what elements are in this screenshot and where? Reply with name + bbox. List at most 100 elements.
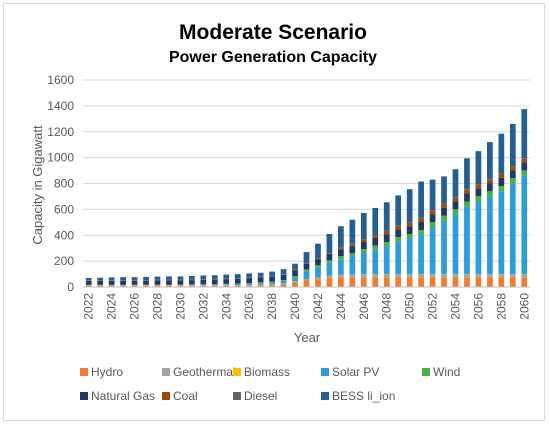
x-tick-label: 2042 [311,293,325,320]
bar-segment-bess-li-ion [395,195,402,226]
bar-segment-solar-pv [360,252,367,275]
bar-segment-bess-li-ion [315,243,321,259]
bar-segment-natural-gas [257,277,264,283]
x-tick-label: 2054 [449,293,463,320]
bar-segment-natural-gas [315,259,321,266]
bar-segment-hydro [269,285,275,287]
bar-segment-wind [487,191,493,197]
bar-segment-hydro [234,285,241,287]
bar-stack-2022 [85,277,92,287]
bar-segment-natural-gas [452,201,459,210]
bar-segment-hydro [177,285,184,287]
bar-segment-hydro [372,277,379,287]
bar-segment-bess-li-ion [120,277,126,281]
bar-segment-bess-li-ion [487,142,493,179]
legend-label: Solar PV [332,365,379,379]
bar-segment-bess-li-ion [452,169,459,198]
bar-segment-geothermal [315,277,321,280]
legend-label: Natural Gas [91,389,155,403]
bar-segment-bess-li-ion [131,277,138,281]
bar-segment-wind [292,276,298,278]
bar-segment-geothermal [349,274,356,278]
x-tick-label: 2048 [380,293,394,320]
legend-label: Geothermal [173,365,236,379]
bar-segment-geothermal [418,274,424,278]
bar-segment-solar-pv [349,256,356,275]
bar-segment-hydro [200,285,207,287]
bar-segment-wind [406,234,413,240]
bar-segment-geothermal [269,284,275,286]
bar-segment-coal [349,244,356,247]
bar-stack-2047 [372,207,379,287]
legend-swatch [80,392,88,400]
bar-segment-hydro [257,285,264,287]
bar-stack-2030 [177,276,184,287]
bar-segment-wind [349,253,356,257]
bar-segment-hydro [418,277,424,287]
legend-swatch [422,368,430,376]
bar-segment-natural-gas [521,162,528,171]
bar-segment-hydro [509,277,516,287]
bar-segment-bess-li-ion [97,277,104,281]
legend-swatch [233,368,241,376]
bar-stack-2040 [292,263,298,287]
bar-segment-geothermal [383,274,390,278]
bar-segment-coal [475,184,482,189]
bar-segment-geothermal [464,274,470,278]
bar-segment-wind [303,269,310,272]
bar-segment-coal [338,248,344,250]
bar-segment-natural-gas [338,249,344,257]
bar-segment-geothermal [257,284,264,286]
bar-segment-bess-li-ion [269,271,275,276]
bar-segment-hydro [326,277,333,287]
bar-segment-natural-gas [487,183,493,192]
bar-segment-coal [383,230,390,235]
bar-segment-natural-gas [464,193,470,202]
bar-segment-hydro [166,285,172,287]
bar-segment-coal [429,210,436,215]
bar-segment-natural-gas [292,270,298,277]
bar-segment-hydro [246,285,253,287]
legend-item-natural-gas: Natural Gas [80,389,155,403]
y-tick-label: 1600 [47,73,74,87]
bar-segment-natural-gas [360,241,367,250]
bar-segment-geothermal [360,274,367,278]
bar-segment-bess-li-ion [464,158,470,190]
bar-segment-hydro [429,277,436,287]
bar-segment-bess-li-ion [177,276,184,280]
bar-segment-geothermal [406,274,413,278]
bar-segment-coal [498,174,505,178]
x-tick-label: 2036 [242,293,256,320]
x-tick-label: 2044 [334,293,348,320]
bar-segment-hydro [406,277,413,287]
legend-swatch [233,392,241,400]
legend-label: Coal [173,389,198,403]
bar-segment-wind [315,265,321,268]
bar-segment-hydro [315,279,321,287]
bar-stack-2048 [383,202,390,287]
bar-segment-bess-li-ion [441,176,447,204]
bar-segment-natural-gas [200,279,207,285]
bar-stack-2053 [441,176,447,287]
bar-segment-solar-pv [429,227,436,274]
bar-segment-wind [280,280,287,281]
bar-segment-natural-gas [177,280,184,285]
bar-stack-2060 [521,109,528,287]
bar-stack-2057 [487,142,493,287]
bar-segment-hydro [131,285,138,287]
bar-segment-natural-gas [441,207,447,216]
x-tick-label: 2056 [471,293,485,320]
legend-label: Hydro [91,365,123,379]
bar-segment-natural-gas [234,278,241,284]
x-tick-label: 2024 [105,293,119,320]
y-tick-label: 1200 [47,125,74,139]
bar-stack-2037 [257,272,264,287]
bar-segment-wind [269,281,275,283]
bar-segment-solar-pv [383,246,390,274]
bar-segment-hydro [475,277,482,287]
x-tick-label: 2060 [517,293,531,320]
bar-segment-hydro [441,277,447,287]
bar-segment-solar-pv [269,282,275,285]
bar-segment-solar-pv [372,249,379,274]
bar-stack-2036 [246,273,253,287]
